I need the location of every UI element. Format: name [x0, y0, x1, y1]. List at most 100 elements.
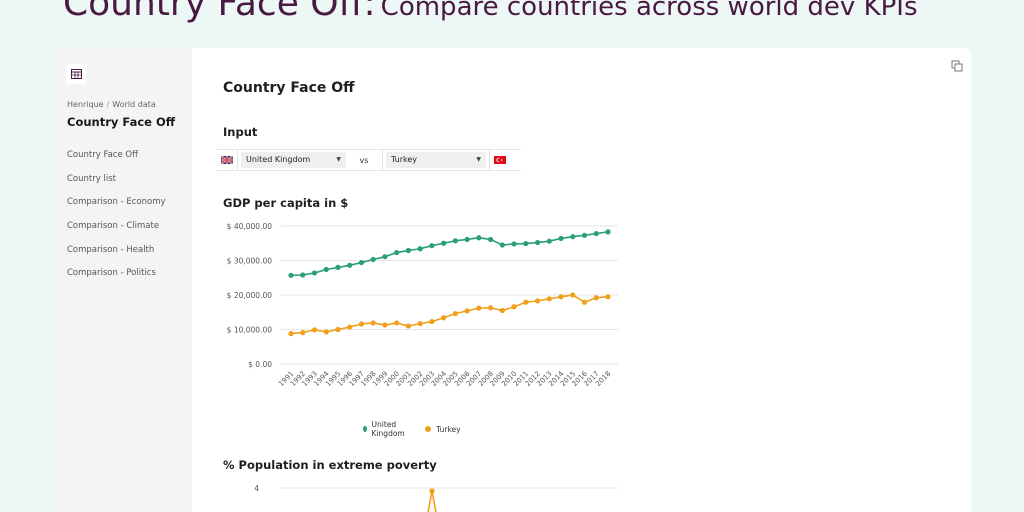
- data-point[interactable]: [476, 235, 482, 241]
- input-heading: Input: [223, 125, 258, 139]
- legend-swatch: [425, 426, 432, 432]
- data-point[interactable]: [382, 322, 388, 328]
- data-point[interactable]: [534, 239, 541, 246]
- poverty-chart-title: % Population in extreme poverty: [223, 458, 437, 472]
- table-icon[interactable]: [66, 64, 86, 84]
- data-point[interactable]: [464, 236, 470, 243]
- data-point[interactable]: [581, 232, 588, 238]
- data-point[interactable]: [499, 242, 505, 248]
- data-point[interactable]: [499, 307, 505, 314]
- data-point[interactable]: [523, 299, 529, 305]
- data-point[interactable]: [288, 331, 294, 337]
- sidebar-item-country-list[interactable]: Country list: [67, 173, 116, 184]
- data-point[interactable]: [605, 229, 611, 235]
- data-point[interactable]: [476, 305, 482, 311]
- data-point[interactable]: [570, 292, 576, 298]
- sidebar-item-country-face-off[interactable]: Country Face Off: [67, 150, 138, 160]
- data-point[interactable]: [429, 488, 435, 494]
- data-point[interactable]: [534, 298, 541, 304]
- data-point[interactable]: [429, 318, 435, 325]
- data-point[interactable]: [452, 311, 458, 317]
- series-line: [290, 231, 609, 277]
- legend-item-uk[interactable]: United Kingdom: [363, 420, 407, 438]
- country-b-select[interactable]: Turkey ▼: [386, 152, 486, 168]
- data-point[interactable]: [323, 266, 329, 273]
- data-point[interactable]: [370, 320, 376, 326]
- data-point[interactable]: [311, 270, 318, 276]
- poverty-chart-svg: 4: [254, 484, 618, 512]
- country-a-value: United Kingdom: [246, 155, 311, 164]
- data-point[interactable]: [405, 247, 412, 254]
- breadcrumb-item[interactable]: Henrique: [67, 100, 104, 109]
- data-point[interactable]: [417, 246, 423, 252]
- country-a-select[interactable]: United Kingdom ▼: [241, 152, 346, 168]
- sidebar-item-comparison-economy[interactable]: Comparison - Economy: [67, 197, 166, 208]
- data-point[interactable]: [605, 294, 611, 300]
- data-point[interactable]: [370, 256, 376, 263]
- data-point[interactable]: [288, 272, 294, 278]
- data-point[interactable]: [311, 327, 318, 333]
- series-line: [427, 490, 437, 512]
- sidebar-nav: Country Face Off Country list Comparison…: [67, 150, 166, 292]
- data-point[interactable]: [487, 305, 494, 311]
- sidebar-item-comparison-health[interactable]: Comparison - Health: [67, 244, 155, 255]
- data-point[interactable]: [358, 259, 365, 266]
- legend-item-turkey[interactable]: Turkey: [425, 420, 461, 438]
- data-point[interactable]: [523, 240, 529, 247]
- data-point[interactable]: [394, 320, 400, 326]
- data-point[interactable]: [593, 295, 599, 301]
- hero-subtitle: Compare countries across world dev KPIs: [380, 0, 918, 22]
- data-point[interactable]: [300, 330, 306, 336]
- data-point[interactable]: [347, 324, 353, 330]
- data-point[interactable]: [441, 315, 447, 321]
- data-point[interactable]: [558, 294, 564, 300]
- data-point[interactable]: [441, 240, 447, 246]
- chevron-down-icon: ▼: [336, 156, 341, 163]
- data-point[interactable]: [511, 241, 517, 247]
- data-point[interactable]: [581, 299, 588, 305]
- vs-label: vs: [359, 155, 369, 165]
- data-point[interactable]: [487, 236, 494, 243]
- data-point[interactable]: [382, 254, 388, 260]
- page-title: Country Face Off: [223, 80, 355, 96]
- y-tick-label: $ 40,000.00: [227, 222, 273, 231]
- hero-title-main: Country Face Off:: [63, 0, 376, 24]
- sidebar-item-comparison-politics[interactable]: Comparison - Politics: [67, 268, 156, 279]
- data-point[interactable]: [405, 323, 412, 329]
- data-point[interactable]: [593, 230, 599, 237]
- y-tick-label: $ 0.00: [248, 360, 272, 369]
- data-point[interactable]: [300, 272, 306, 278]
- y-tick-label: 4: [254, 484, 259, 493]
- data-point[interactable]: [452, 238, 458, 244]
- sidebar-title: Country Face Off: [67, 115, 176, 129]
- gdp-legend: United Kingdom Turkey: [363, 420, 461, 438]
- uk-flag-icon: [217, 156, 237, 164]
- data-point[interactable]: [358, 321, 365, 327]
- data-point[interactable]: [394, 249, 400, 256]
- data-point[interactable]: [347, 262, 353, 268]
- country-b-value: Turkey: [391, 155, 418, 164]
- breadcrumb: Henrique / World data: [67, 100, 156, 109]
- data-point[interactable]: [511, 304, 517, 310]
- data-point[interactable]: [546, 238, 552, 244]
- input-row: United Kingdom ▼ vs Turkey ▼: [217, 149, 521, 171]
- data-point[interactable]: [558, 235, 564, 242]
- data-point[interactable]: [335, 264, 341, 270]
- legend-label: Turkey: [436, 424, 461, 434]
- gdp-chart: $ 0.00 $ 10,000.00 $ 20,000.00 $ 30,000.00 $…: [211, 218, 631, 422]
- copy-icon[interactable]: [951, 57, 963, 72]
- breadcrumb-item[interactable]: World data: [112, 100, 156, 109]
- data-point[interactable]: [335, 326, 341, 333]
- hero-title: Country Face Off: Compare countries acro…: [63, 0, 918, 22]
- data-point[interactable]: [429, 243, 435, 249]
- sidebar-item-comparison-climate[interactable]: Comparison - Climate: [67, 221, 160, 232]
- data-point[interactable]: [570, 234, 576, 240]
- data-point[interactable]: [546, 296, 552, 302]
- data-point[interactable]: [417, 321, 423, 327]
- y-tick-label: $ 20,000.00: [227, 291, 273, 300]
- gdp-chart-title: GDP per capita in $: [223, 196, 349, 210]
- data-point[interactable]: [323, 329, 329, 335]
- turkey-flag-icon: [490, 156, 510, 164]
- sidebar: Henrique / World data Country Face Off Cou…: [52, 48, 192, 512]
- data-point[interactable]: [464, 308, 470, 314]
